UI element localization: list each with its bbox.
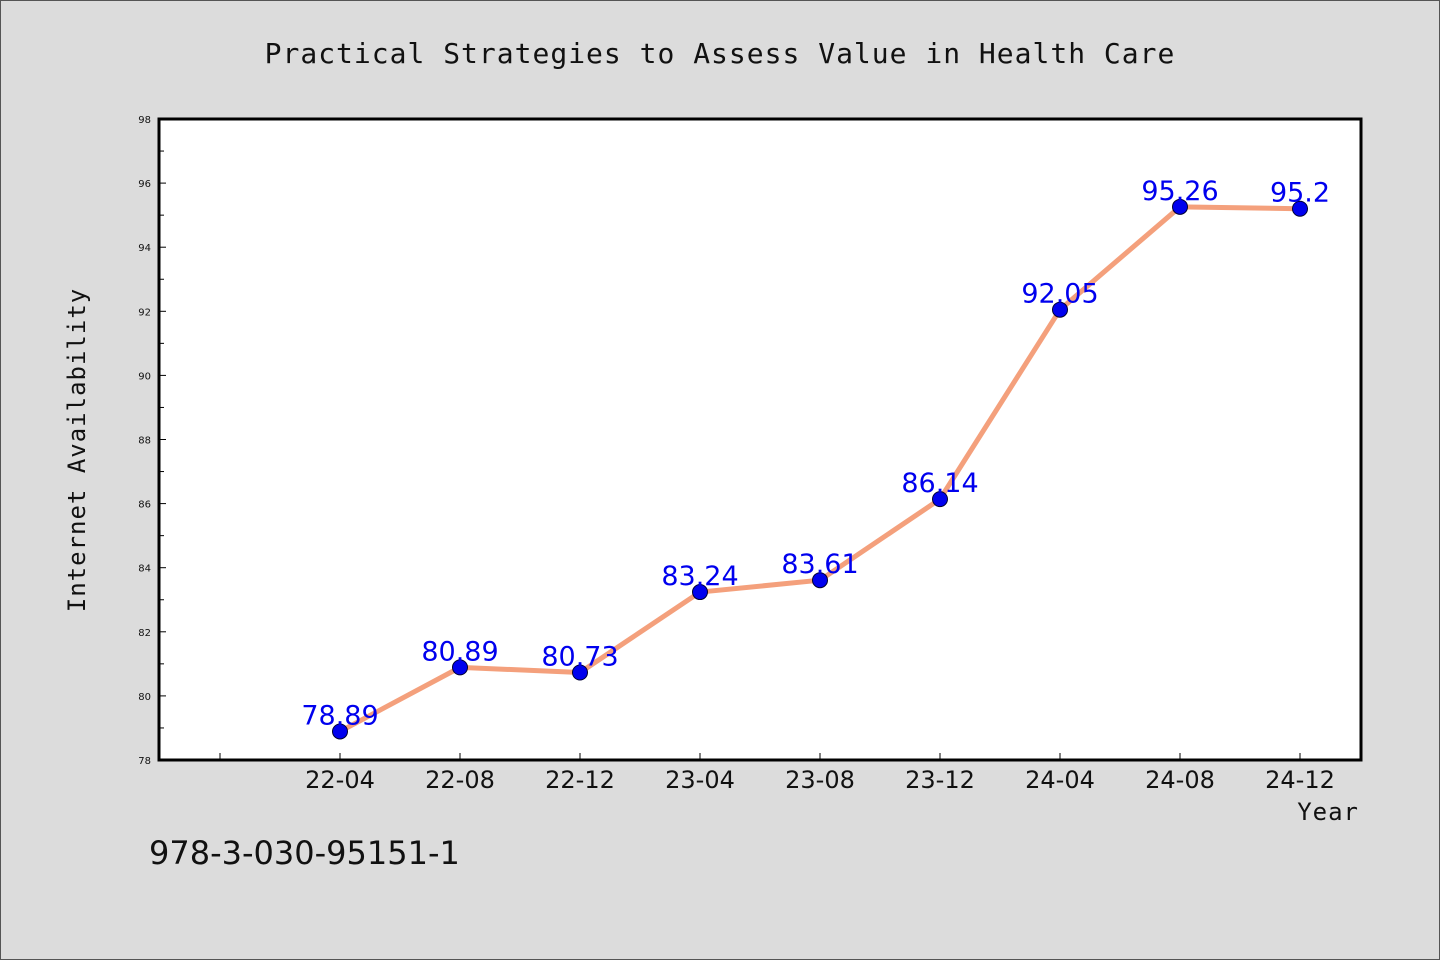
data-label-23-12: 86.14 bbox=[901, 468, 978, 499]
y-tick-label-94: 94 bbox=[138, 243, 151, 254]
x-tick-label-23-04: 23-04 bbox=[665, 766, 735, 794]
y-tick-label-88: 88 bbox=[138, 436, 151, 447]
x-tick-label-24-08: 24-08 bbox=[1145, 766, 1215, 794]
y-axis-label: Internet Availability bbox=[63, 288, 91, 612]
data-label-22-12: 80.73 bbox=[541, 642, 618, 673]
x-axis: 22-04 22-08 22-12 23-04 23-08 23-12 24-04 24-08… bbox=[219, 753, 1335, 794]
data-label-23-08: 83.61 bbox=[781, 549, 858, 580]
data-point-23-04 bbox=[692, 584, 708, 601]
data-point-23-08 bbox=[812, 572, 828, 589]
x-axis-label: Year bbox=[1297, 798, 1359, 826]
chart-title: Practical Strategies to Assess Value in … bbox=[265, 37, 1176, 70]
data-label-23-04: 83.24 bbox=[661, 561, 738, 592]
x-tick-label-23-08: 23-08 bbox=[785, 766, 855, 794]
x-tick-label-23-12: 23-12 bbox=[905, 766, 975, 794]
data-point-24-04 bbox=[1052, 301, 1068, 318]
data-label-24-12: 95.2 bbox=[1270, 178, 1330, 209]
y-tick-label-84: 84 bbox=[138, 564, 151, 575]
x-tick-label-22-04: 22-04 bbox=[305, 766, 375, 794]
y-tick-label-78: 78 bbox=[138, 756, 151, 767]
data-label-24-04: 92.05 bbox=[1021, 279, 1098, 310]
x-tick-label-24-04: 24-04 bbox=[1025, 766, 1095, 794]
y-tick-label-98: 98 bbox=[138, 115, 151, 126]
y-tick-label-92: 92 bbox=[138, 307, 151, 318]
y-tick-label-80: 80 bbox=[138, 692, 151, 703]
data-label-22-04: 78.89 bbox=[301, 700, 378, 731]
y-tick-label-86: 86 bbox=[138, 500, 151, 511]
data-label-24-08: 95.26 bbox=[1141, 176, 1218, 207]
data-point-22-04 bbox=[332, 723, 348, 740]
isbn-text: 978-3-030-95151-1 bbox=[149, 834, 460, 872]
y-tick-label-82: 82 bbox=[138, 628, 151, 639]
y-axis: 78 80 82 84 86 88 90 92 94 96 98 bbox=[138, 115, 166, 767]
y-tick-label-90: 90 bbox=[138, 371, 151, 382]
data-point-22-12 bbox=[572, 664, 588, 681]
plot-area bbox=[157, 117, 1363, 762]
data-point-24-12 bbox=[1292, 200, 1308, 217]
x-tick-label-22-08: 22-08 bbox=[425, 766, 495, 794]
series-group: 78.89 80.89 80.73 83.24 83.61 86.14 92.05 95.26… bbox=[301, 176, 1330, 740]
data-point-23-12 bbox=[932, 491, 948, 508]
x-tick-label-22-12: 22-12 bbox=[545, 766, 615, 794]
data-point-22-08 bbox=[452, 659, 468, 676]
data-label-22-08: 80.89 bbox=[421, 636, 498, 667]
y-tick-label-96: 96 bbox=[138, 179, 151, 190]
x-tick-label-24-12: 24-12 bbox=[1265, 766, 1335, 794]
data-point-24-08 bbox=[1172, 198, 1188, 215]
